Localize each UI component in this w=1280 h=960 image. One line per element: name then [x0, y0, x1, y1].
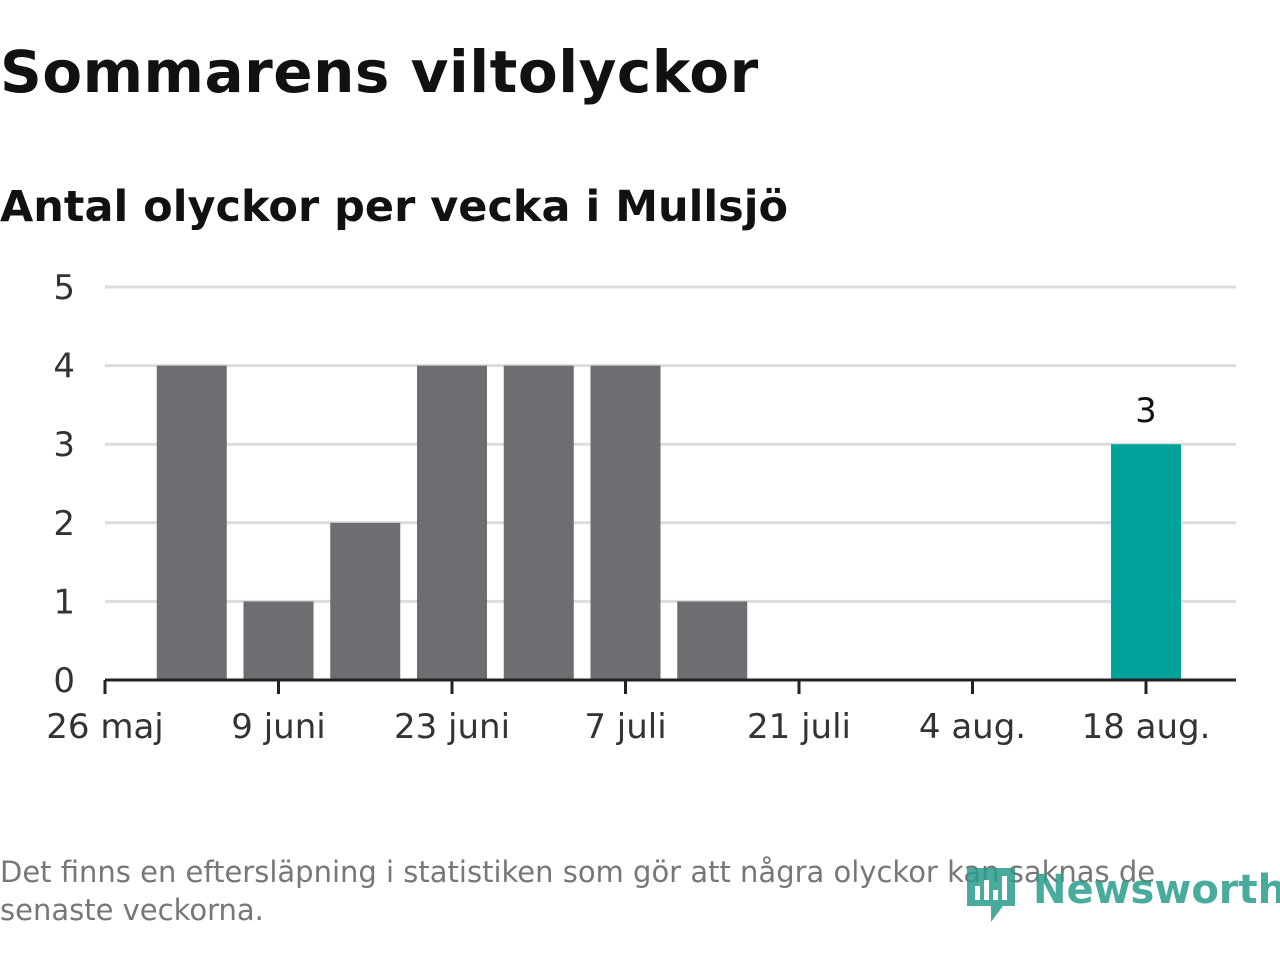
bar	[330, 522, 401, 680]
y-tick-label: 2	[53, 504, 75, 544]
gridlines	[105, 285, 1236, 603]
bar	[590, 365, 661, 680]
y-axis-ticks: 0 1 2 3 4 5	[53, 268, 75, 701]
brand-name: Newsworthy	[1033, 867, 1280, 913]
bar	[156, 365, 227, 680]
chart-subtitle: Antal olyckor per vecka i Mullsjö	[0, 182, 788, 232]
bars	[156, 365, 1181, 680]
bar-chart-icon	[967, 868, 1015, 922]
footnote: Det finns en eftersläpning i statistiken…	[0, 855, 1156, 927]
x-tick-label: 9 juni	[231, 707, 325, 747]
y-tick-label: 1	[53, 582, 75, 622]
y-tick-label: 4	[53, 347, 75, 387]
bar	[503, 365, 574, 680]
x-tick-label: 21 juli	[747, 707, 851, 747]
bar-chart: 0 1 2 3 4 5 3 26 maj 9 juni 23 juni 7 juli 21 jul…	[46, 268, 1236, 747]
bar	[677, 601, 748, 680]
x-tick-label: 26 maj	[46, 707, 163, 747]
bar	[417, 365, 487, 680]
bar-value-label: 3	[1135, 391, 1157, 431]
data-labels: 3	[1135, 391, 1157, 431]
bar-highlight	[1111, 444, 1181, 680]
x-tick-label: 7 juli	[584, 707, 666, 747]
y-tick-label: 3	[53, 425, 75, 465]
x-axis: 26 maj 9 juni 23 juni 7 juli 21 juli 4 aug. 18…	[46, 678, 1236, 747]
y-tick-label: 5	[53, 268, 75, 308]
chart-title: Sommarens viltolyckor	[0, 38, 759, 106]
bar	[243, 601, 314, 680]
x-tick-label: 23 juni	[394, 707, 510, 747]
newsworthy-logo: Newsworthy	[963, 862, 1280, 932]
y-tick-label: 0	[53, 661, 75, 701]
x-tick-label: 4 aug.	[919, 707, 1026, 747]
x-tick-label: 18 aug.	[1082, 707, 1211, 747]
